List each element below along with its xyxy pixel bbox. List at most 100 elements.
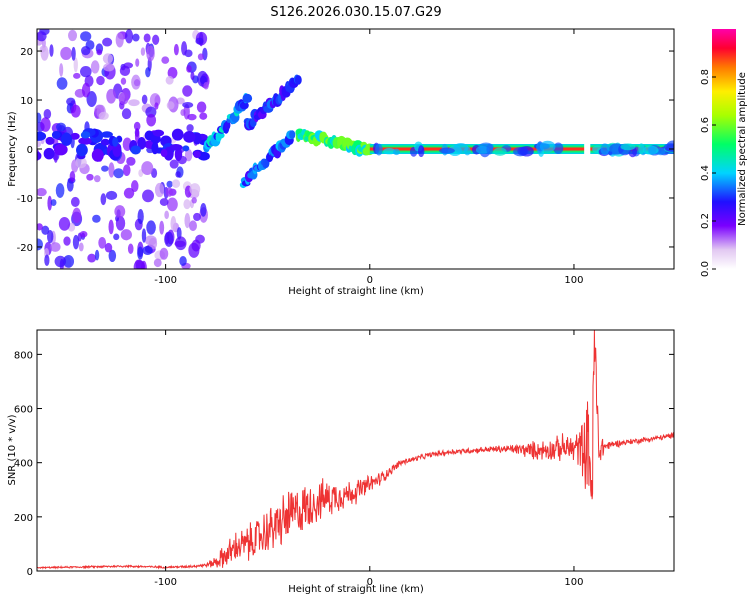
colorbar-tick-label: 0.4 [700,165,711,181]
y-tick-label: 800 [14,350,33,361]
spectrogram-cell [175,171,181,178]
snr-x-ticks: -100 0 100 [154,330,584,588]
spectrogram-cell [71,46,76,61]
spectrogram-cell [47,195,53,211]
spectrogram-cell [87,253,97,263]
spectrogram-cell [112,137,119,147]
spectrogram-cell [118,92,129,105]
spectrogram-cell [51,130,61,139]
spectrogram-cell [55,183,65,198]
spectrogram-cell [98,236,107,249]
y-tick-label: 0 [27,145,33,156]
x-tick-label: -100 [154,577,177,588]
spectrogram-cell [86,173,94,181]
spectrogram-cell [184,148,193,162]
spectrogram-cell [49,242,61,252]
spectrogram-cell [152,129,165,137]
spectrogram-cell [66,97,76,106]
spectrogram-cell [146,220,156,235]
spectrogram-cell [131,180,139,192]
spectrogram-cell [167,66,178,79]
spectrogram-cell [188,242,200,258]
spectrogram-cell [153,258,162,268]
spectrogram-cell [96,49,103,56]
spectrogram-cell [49,44,54,57]
spectrogram-cell [188,220,197,232]
spectrogram-cell [173,43,179,56]
spectrogram-cell [169,159,179,169]
spectrogram-cell [186,65,192,73]
spectrogram-cell [417,145,425,158]
spectrogram-cell [197,53,204,61]
spectrogram-cell [73,72,81,79]
spectrogram-cell [44,254,50,267]
spectrogram-cell [169,144,183,151]
spectrogram-cell [517,146,529,156]
spectrogram-cell [146,113,157,127]
spectrogram-cell [73,57,78,73]
snr-panel: 0 200 400 600 800 -100 0 100 Height of straigh… [7,329,675,595]
spectrogram-y-label: Frequency (Hz) [7,111,18,187]
spectrogram-cell [120,229,132,241]
spectrogram-cell [80,131,91,139]
colorbar-tick-label: 0.2 [700,213,711,229]
spectrogram-cell [166,197,178,212]
spectrogram-cell [113,233,120,241]
spectrogram-cell [124,29,134,44]
spectrogram-cell [289,130,296,140]
spectrogram-cell [166,180,173,188]
spectrogram-cell [145,67,151,78]
spectrogram-cell [120,77,127,85]
spectrogram-cell [128,99,140,107]
spectrogram-cell [141,161,154,175]
spectrogram-cell [63,254,75,268]
spectrogram-cell [182,85,193,97]
spectrogram-cell [186,124,194,132]
x-tick-label: 0 [367,275,373,286]
spectrogram-x-ticks: -100 0 100 [154,29,584,286]
spectrogram-cell [60,46,72,61]
spectrogram-cell [493,147,507,156]
spectrogram-cell [69,171,76,182]
spectrogram-cell [193,212,201,222]
spectrogram-cell [135,58,140,67]
spectrogram-cell [58,217,71,231]
spectrogram-cell [94,249,100,261]
spectrogram-cell [375,143,383,156]
spectrogram-heatmap [37,29,674,269]
spectrogram-cell [239,101,249,110]
spectrogram-cell [166,101,175,110]
x-tick-label: 100 [564,275,583,286]
spectrogram-cell [43,147,55,160]
spectrogram-cell [75,157,87,169]
snr-y-ticks: 0 200 400 600 800 [14,350,674,578]
colorbar-label: Normalized spectral amplitude [737,72,748,226]
y-tick-label: 10 [20,96,33,107]
spectrogram-cell [141,94,148,105]
spectrogram-cell [108,249,117,263]
spectrogram-cell [37,31,47,42]
spectrogram-cell [215,132,225,139]
spectrogram-cell [101,131,113,138]
spectrogram-cell [199,112,208,120]
spectrogram-cell [98,111,109,120]
spectrogram-cell [70,104,81,118]
spectrogram-cell [123,187,135,199]
snr-frame [36,329,675,572]
spectrogram-cell [171,179,181,188]
spectrogram-cell [108,219,114,235]
spectrogram-cell [143,33,151,43]
colorbar-tick-label: 0.6 [700,117,711,133]
spectrogram-cell [171,128,184,141]
spectrogram-cell [106,88,117,104]
spectrogram-cell [184,212,191,229]
spectrogram-cell [72,207,82,224]
spectrogram-cell [150,134,161,144]
spectrogram-cell [170,216,177,232]
spectrogram-cell [539,140,556,153]
spectrogram-cell [182,101,194,109]
spectrogram-cell [140,47,146,56]
spectrogram-cell [196,101,207,113]
x-tick-label: -100 [154,275,177,286]
